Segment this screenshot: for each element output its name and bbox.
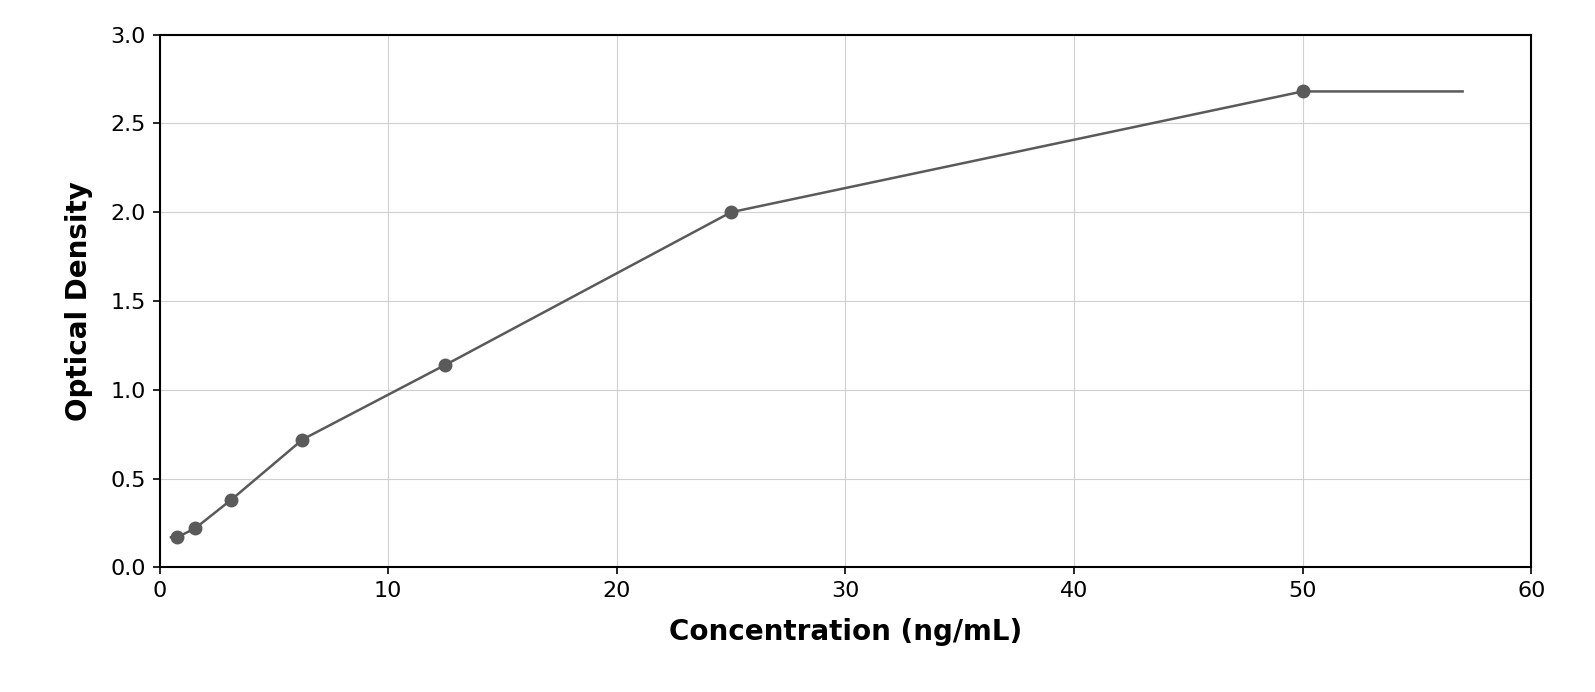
Point (290, 434, 316, 445)
Point (182, 523, 207, 534)
Point (432, 359, 458, 370)
Point (718, 207, 743, 218)
Point (164, 531, 190, 543)
Point (1290, 86, 1316, 97)
Y-axis label: Optical Density: Optical Density (65, 181, 94, 421)
Point (219, 494, 244, 505)
X-axis label: Concentration (ng/mL): Concentration (ng/mL) (668, 618, 1022, 646)
